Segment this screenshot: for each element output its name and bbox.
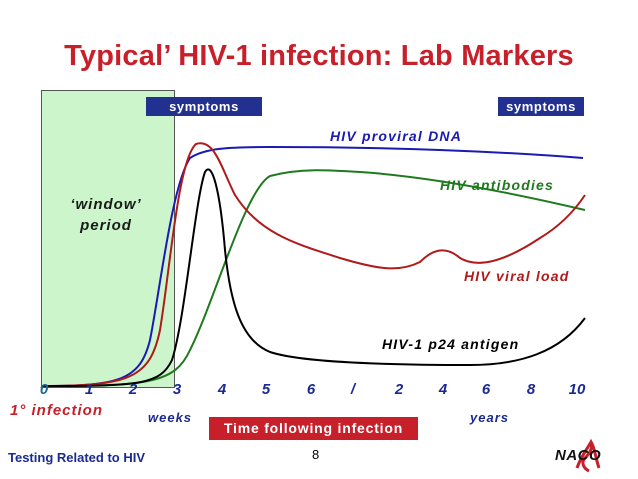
x-tick-label: 3 [172, 381, 182, 398]
label-proviral-dna: HIV proviral DNA [330, 128, 462, 144]
x-tick-label: 6 [481, 381, 491, 398]
weeks-label: weeks [148, 410, 193, 425]
x-tick-label: 1 [84, 381, 94, 398]
x-tick-label: 4 [217, 381, 227, 398]
x-tick-label: 2 [128, 381, 138, 398]
window-period-label: ‘window’ period [70, 196, 142, 234]
time-axis-label: Time following infection [209, 417, 418, 440]
x-tick-label: 4 [438, 381, 448, 398]
window-period-region [41, 90, 175, 388]
x-tick-label: 2 [394, 381, 404, 398]
symptoms-badge-acute: symptoms [146, 97, 262, 116]
years-label: years [470, 410, 509, 425]
naco-logo: NACO [555, 438, 631, 474]
curve-p24 [41, 168, 586, 387]
curve-proviral-dna [41, 145, 584, 387]
slide-title: Typical’ HIV-1 infection: Lab Markers [64, 40, 574, 72]
page-number: 8 [312, 447, 320, 462]
x-tick-label: 0 [39, 381, 49, 398]
label-p24-antigen: HIV-1 p24 antigen [382, 336, 520, 352]
red-ribbon-icon [575, 438, 601, 473]
logo-text: NACO [555, 447, 602, 464]
curve-antibodies [41, 169, 586, 387]
x-tick-label: / [350, 381, 356, 398]
infection-label: 1° infection [10, 402, 104, 419]
symptoms-badge-late: symptoms [498, 97, 584, 116]
label-antibodies: HIV antibodies [440, 177, 555, 193]
x-tick-label: 5 [261, 381, 271, 398]
footer-text: Testing Related to HIV [8, 450, 145, 465]
x-tick-label: 8 [526, 381, 536, 398]
x-tick-label: 6 [306, 381, 316, 398]
curve-viral-load [41, 142, 586, 387]
x-tick-label: 10 [568, 381, 586, 398]
label-viral-load: HIV viral load [464, 268, 570, 284]
